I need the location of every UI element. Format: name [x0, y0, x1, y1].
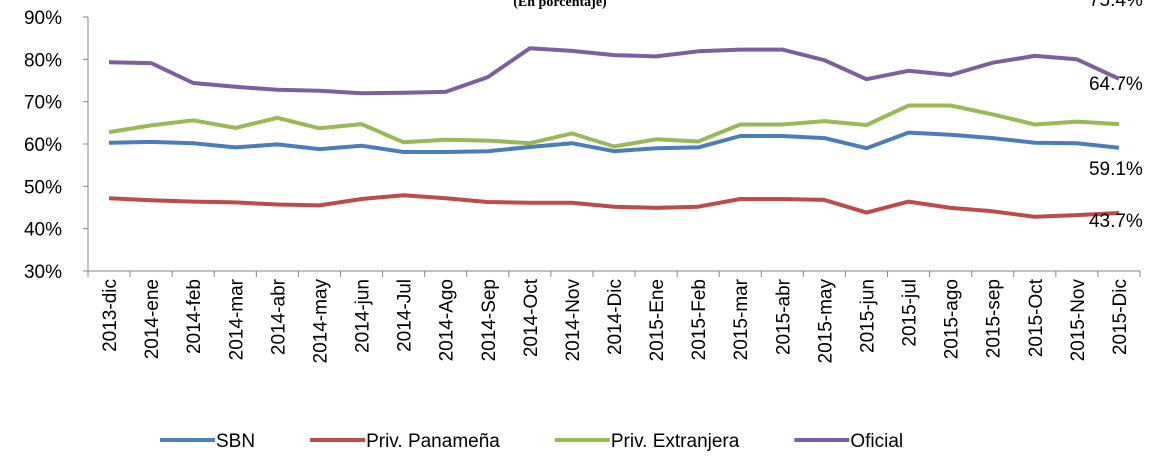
x-tick-label: 2014-Jul	[395, 279, 416, 352]
x-tick-label: 2014-abr	[268, 278, 289, 355]
x-tick-label: 2015-Dic	[1110, 279, 1131, 355]
legend-label: SBN	[216, 431, 255, 452]
x-tick-label: 2014-Dic	[605, 279, 626, 355]
y-tick-label: 70%	[24, 93, 62, 114]
x-tick-label: 2014-mar	[226, 278, 247, 360]
x-tick-label: 2015-Oct	[1026, 278, 1047, 357]
x-tick-label: 2015-sep	[984, 279, 1005, 358]
chart-subtitle: (En porcentaje)	[513, 0, 607, 10]
x-tick-label: 2014-may	[310, 279, 331, 364]
x-tick-label: 2014-Ago	[437, 279, 458, 361]
y-tick-label: 60%	[24, 135, 62, 156]
series-line	[108, 193, 1120, 219]
data-label: 64.7%	[1089, 74, 1143, 95]
x-tick-label: 2014-Oct	[521, 278, 542, 357]
legend-label: Priv. Extranjera	[611, 431, 740, 452]
x-tick-label: 2014-ene	[142, 279, 163, 359]
series-line	[108, 46, 1120, 96]
x-tick-label: 2015-mar	[731, 278, 752, 360]
x-tick-label: 2015-abr	[773, 278, 794, 355]
y-tick-label: 80%	[24, 50, 62, 71]
data-label: 43.7%	[1089, 211, 1143, 232]
x-tick-label: 2015-ago	[942, 279, 963, 359]
x-tick-label: 2015-may	[815, 279, 836, 364]
x-tick-label: 2015-jun	[857, 279, 878, 353]
x-tick-label: 2013-dic	[100, 279, 121, 352]
legend-label: Priv. Panameña	[366, 431, 500, 452]
x-tick-label: 2015-Nov	[1068, 279, 1089, 362]
x-tick-label: 2015-Feb	[689, 279, 710, 360]
series-line	[108, 103, 1120, 149]
x-tick-label: 2014-jun	[353, 279, 374, 353]
x-tick-label: 2014-Sep	[479, 279, 500, 361]
x-tick-label: 2014-feb	[184, 279, 205, 354]
legend-label: Oficial	[850, 431, 903, 452]
x-tick-label: 2015-Ene	[647, 279, 668, 361]
x-tick-label: 2015-jul	[900, 279, 921, 347]
data-label: 75.4%	[1089, 0, 1143, 11]
data-label: 59.1%	[1089, 159, 1143, 180]
y-tick-label: 90%	[24, 8, 62, 29]
series-line	[108, 130, 1120, 154]
y-tick-label: 50%	[24, 177, 62, 198]
y-tick-label: 40%	[24, 220, 62, 241]
y-tick-label: 30%	[24, 262, 62, 283]
x-tick-label: 2014-Nov	[563, 279, 584, 362]
